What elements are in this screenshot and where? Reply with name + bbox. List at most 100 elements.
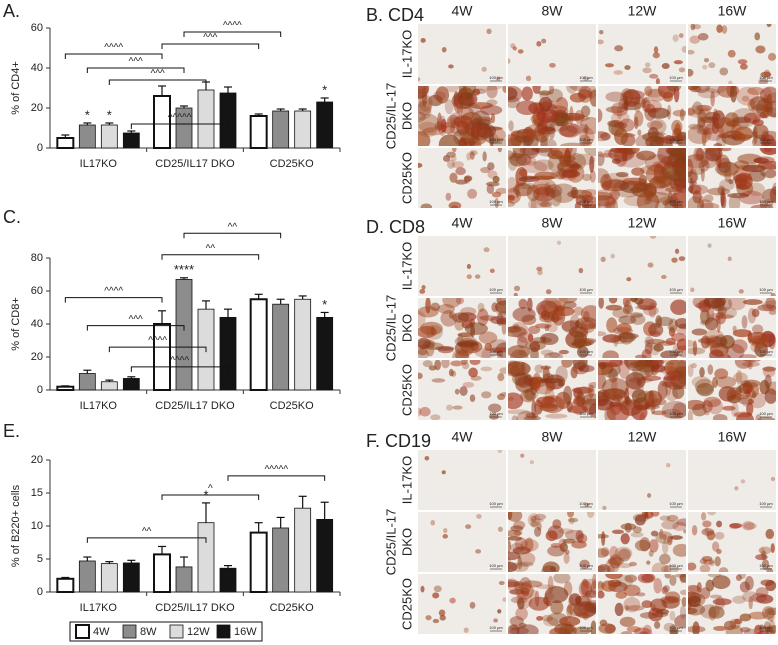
stain: [582, 76, 589, 81]
x-tick-label: CD25/IL17 DKO: [155, 158, 235, 170]
bar: [219, 92, 237, 149]
stain: [762, 366, 776, 372]
error-bar: [320, 97, 329, 102]
stain: [486, 86, 498, 99]
stain: [442, 298, 462, 308]
error-bar: [158, 310, 166, 324]
stain: [716, 24, 723, 33]
stain: [491, 191, 502, 198]
stain: [751, 338, 768, 349]
stain: [455, 179, 468, 185]
micrograph: 100 µm: [418, 24, 506, 84]
stain: [536, 266, 543, 272]
stain: [437, 303, 455, 314]
stain: [688, 154, 709, 169]
scale-bar-label: 100 µm: [579, 137, 593, 142]
stain: [643, 305, 659, 316]
stain: [639, 631, 648, 634]
stain: [644, 336, 654, 348]
micrograph: 100 µm: [688, 24, 776, 84]
stain: [714, 556, 721, 567]
stain: [634, 514, 646, 526]
stain: [634, 116, 639, 130]
stain: [741, 591, 759, 603]
stain: [689, 35, 701, 44]
bar: [272, 110, 290, 149]
stain: [490, 137, 506, 146]
bar: [316, 519, 334, 593]
stain: [522, 133, 539, 146]
micrograph: 100 µm: [598, 86, 686, 146]
error-bar: [320, 311, 329, 318]
stain: [631, 167, 645, 176]
stain: [624, 65, 631, 70]
micrograph: 100 µm: [688, 360, 776, 420]
stain: [582, 173, 592, 182]
column-label: 16W: [718, 429, 748, 445]
stain: [578, 86, 593, 103]
stain: [559, 542, 568, 552]
scale-bar-label: 100 µm: [759, 411, 773, 416]
stain: [741, 95, 750, 102]
stain: [635, 354, 647, 358]
bar: [56, 577, 75, 593]
stain: [424, 456, 430, 461]
stain: [469, 394, 476, 403]
stain: [689, 167, 697, 186]
stain: [463, 627, 469, 633]
stain: [618, 360, 630, 379]
stain: [674, 248, 680, 254]
x-tick-label: CD25KO: [270, 400, 314, 412]
scale-bar-label: 100 µm: [579, 563, 593, 568]
stain: [703, 57, 710, 63]
stain: [545, 289, 552, 295]
stain: [418, 94, 433, 112]
stain: [644, 342, 653, 355]
stain: [570, 366, 578, 379]
stain: [510, 525, 524, 532]
stain: [479, 315, 498, 321]
scale-bar-label: 100 µm: [669, 137, 683, 142]
stain: [584, 123, 589, 136]
scale-bar-label: 100 µm: [669, 625, 683, 630]
stain: [563, 385, 573, 405]
stain: [688, 339, 695, 348]
stain: [564, 529, 584, 541]
stain: [711, 541, 720, 552]
panel-label: A.: [3, 1, 20, 21]
stain: [456, 341, 479, 347]
stain: [649, 176, 671, 189]
stain: [574, 320, 580, 328]
stain: [552, 519, 562, 529]
stain: [624, 604, 629, 611]
stain: [703, 148, 724, 152]
scale-bar-label: 100 µm: [579, 501, 593, 506]
stain: [479, 105, 503, 116]
stain: [559, 616, 581, 627]
stain: [587, 384, 595, 398]
stain: [464, 322, 488, 335]
stain: [613, 334, 619, 347]
stain: [692, 621, 700, 634]
stain: [688, 584, 701, 593]
stain: [448, 368, 454, 377]
stain: [601, 377, 629, 398]
stain: [652, 52, 660, 59]
stain: [724, 165, 732, 183]
stain: [494, 197, 499, 208]
stain: [598, 331, 607, 337]
stain: [765, 528, 775, 540]
error-bar: [127, 376, 136, 379]
stain: [423, 339, 436, 349]
stain: [661, 400, 686, 420]
micrograph: 100 µm: [508, 86, 596, 146]
stain: [670, 189, 686, 208]
stain: [475, 123, 497, 139]
stain: [667, 324, 678, 331]
stain: [583, 135, 592, 146]
stain: [679, 108, 685, 122]
bar: [100, 124, 118, 149]
stain: [530, 518, 544, 523]
significance-label: ^^: [206, 243, 216, 254]
stain: [538, 90, 552, 96]
